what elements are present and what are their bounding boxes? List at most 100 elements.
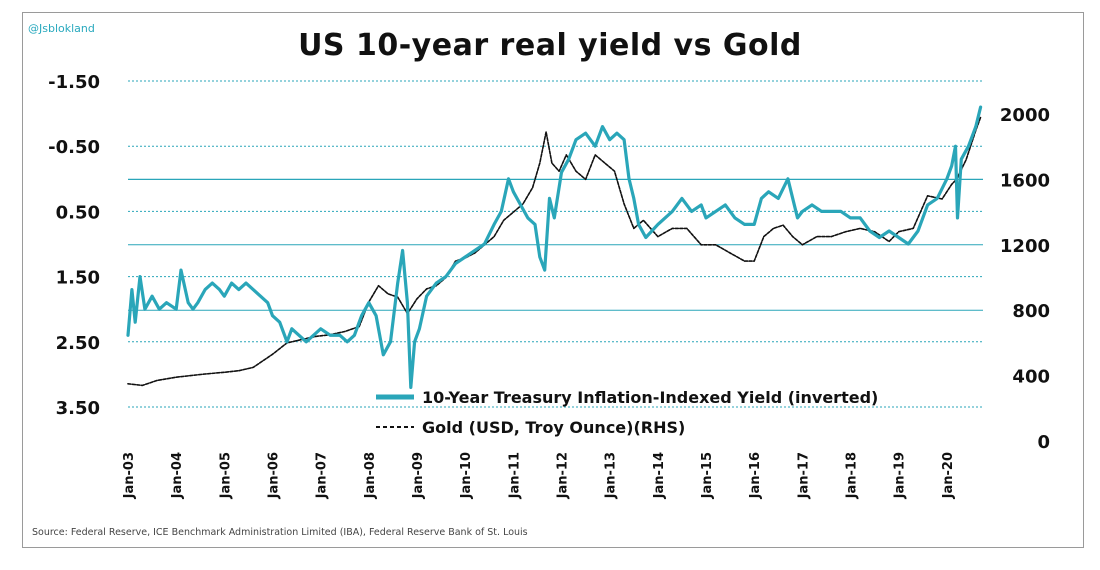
yield-data-point	[623, 139, 625, 141]
gold-data-point	[623, 203, 625, 205]
watermark: @Jsblokland	[28, 22, 95, 35]
chart-title: US 10-year real yield vs Gold	[298, 28, 802, 63]
yield-data-point	[534, 223, 536, 225]
right-tick-label: 800	[1012, 301, 1050, 322]
yield-data-point	[980, 106, 982, 108]
left-tick-label: 0.50	[56, 202, 100, 223]
yield-data-point	[305, 341, 307, 343]
left-tick-label: -1.50	[48, 72, 100, 93]
yield-data-point	[223, 295, 225, 297]
x-tick-label: Jan-11	[507, 452, 522, 499]
gold-data-point	[204, 373, 206, 375]
x-tick-label: Jan-13	[604, 452, 619, 499]
gold-data-point	[845, 231, 847, 233]
yield-data-point	[560, 171, 563, 173]
yield-data-point	[956, 217, 959, 219]
yield-data-point	[960, 158, 962, 160]
right-tick-label: 1200	[1000, 236, 1050, 257]
yield-data-point	[312, 334, 315, 336]
gold-data-point	[175, 376, 177, 378]
yield-data-point	[796, 217, 799, 219]
yield-data-point	[500, 210, 502, 212]
gold-data-point	[522, 203, 524, 205]
gold-data-point	[141, 384, 144, 386]
x-tick-label: Jan-15	[700, 452, 715, 499]
gold-data-point	[715, 244, 717, 246]
yield-data-point	[907, 243, 909, 245]
yield-data-point	[585, 132, 587, 134]
gold-data-point	[941, 198, 943, 200]
gold-data-point	[657, 236, 659, 238]
yield-data-point	[705, 217, 707, 219]
series-line-real-yield	[126, 105, 983, 389]
gold-data-point	[315, 335, 317, 337]
yield-data-point	[165, 302, 168, 304]
yield-data-point	[410, 386, 412, 388]
yield-data-point	[927, 204, 929, 206]
gold-data-point	[898, 231, 900, 233]
gold-data-point	[377, 285, 380, 287]
source-note: Source: Federal Reserve, ICE Benchmark A…	[32, 527, 528, 538]
yield-data-point	[548, 197, 551, 199]
gold-data-point	[633, 227, 635, 229]
yield-data-point	[768, 191, 770, 193]
gold-data-point	[551, 162, 553, 164]
gold-data-point	[493, 236, 495, 238]
yield-data-point	[811, 204, 813, 206]
gold-data-point	[474, 252, 476, 254]
yield-data-point	[594, 145, 596, 147]
x-tick-label: Jan-19	[893, 452, 908, 499]
yield-data-point	[245, 282, 247, 284]
legend-gold-label: Gold (USD, Troy Ounce)(RHS)	[422, 418, 685, 437]
gold-data-point	[503, 219, 505, 221]
gold-data-point	[594, 154, 596, 156]
series-line-gold	[127, 116, 982, 387]
yield-data-point	[601, 126, 604, 128]
yield-data-point	[539, 256, 541, 258]
yield-data-point	[734, 217, 736, 219]
gold-data-point	[980, 116, 982, 118]
yield-data-point	[361, 315, 363, 317]
yield-data-point	[231, 282, 233, 284]
gold-data-point	[512, 211, 515, 213]
yield-data-point	[134, 321, 136, 323]
gold-data-point	[912, 227, 914, 229]
gold-data-point	[874, 231, 876, 233]
yield-data-point	[645, 236, 647, 239]
yield-data-point	[946, 178, 948, 180]
left-tick-label: 2.50	[56, 333, 100, 354]
yield-data-point	[286, 341, 288, 343]
yield-data-point	[664, 217, 666, 219]
yield-data-point	[187, 302, 189, 304]
yield-data-point	[346, 341, 348, 343]
yield-data-point	[204, 289, 206, 291]
yield-data-point	[144, 308, 146, 310]
yield-data-point	[418, 328, 420, 330]
gold-data-point	[671, 227, 673, 229]
yield-data-point	[507, 178, 510, 180]
yield-data-point	[382, 354, 384, 356]
yield-data-point	[744, 223, 746, 225]
x-tick-label: Jan-20	[941, 452, 956, 499]
yield-data-point	[840, 210, 842, 212]
gold-data-point	[792, 236, 794, 238]
gold-data-point	[830, 236, 832, 238]
yield-data-point	[792, 197, 794, 199]
gold-data-point	[539, 162, 541, 164]
gold-data-point	[252, 366, 254, 368]
yield-data-point	[777, 197, 779, 199]
yield-data-point	[158, 308, 160, 310]
yield-data-point	[520, 204, 522, 206]
yield-data-point	[936, 197, 938, 199]
yield-data-point	[197, 302, 199, 304]
gold-data-point	[700, 244, 702, 246]
x-tick-label: Jan-16	[748, 452, 763, 499]
yield-data-point	[760, 197, 763, 199]
yield-data-point	[657, 223, 659, 225]
yield-data-point	[406, 302, 408, 304]
gold-data-point	[545, 131, 547, 133]
yield-data-point	[368, 302, 370, 304]
gold-data-point	[416, 298, 418, 300]
yield-data-point	[339, 334, 341, 336]
yield-data-point	[464, 256, 466, 258]
